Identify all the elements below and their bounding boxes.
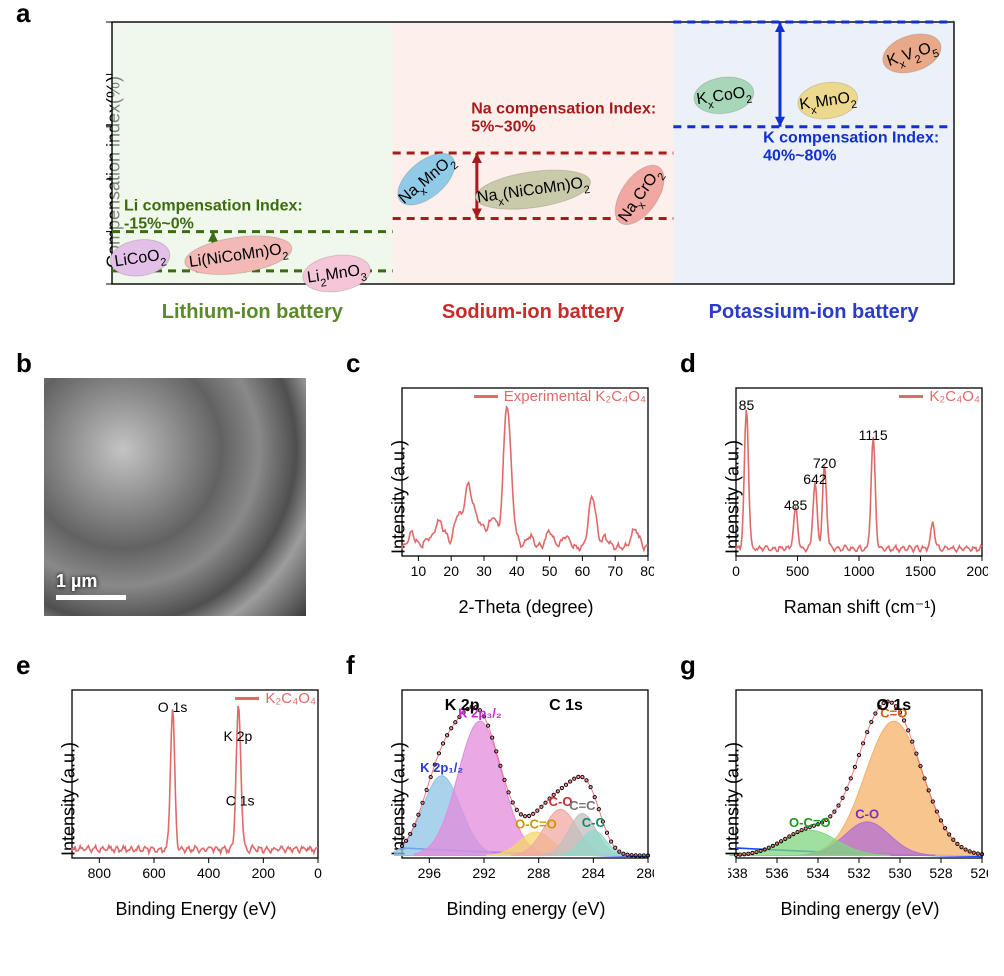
panel-e-xlabel: Binding Energy (eV): [115, 899, 276, 920]
panel-f: Intensity (a.u.) Binding energy (eV) 280…: [346, 680, 658, 918]
svg-text:C 1s: C 1s: [226, 792, 255, 808]
svg-text:Li compensation Index:: Li compensation Index:: [124, 198, 303, 215]
svg-text:532: 532: [847, 865, 871, 881]
svg-text:30: 30: [476, 563, 492, 579]
svg-text:40: 40: [509, 563, 525, 579]
panel-d-svg: 0 500 1000 1500 2000 85 485 642720 1115: [728, 382, 988, 590]
svg-text:O 1s: O 1s: [158, 699, 188, 715]
svg-text:528: 528: [929, 865, 953, 881]
svg-text:720: 720: [813, 455, 837, 471]
panel-a-svg: Lithium-ion battery Sodium-ion battery Pot…: [102, 12, 964, 332]
svg-text:C=C: C=C: [569, 798, 596, 813]
sem-image: 1 µm: [44, 378, 306, 616]
svg-text:292: 292: [472, 865, 496, 881]
svg-text:1500: 1500: [905, 563, 936, 579]
svg-text:K 2p: K 2p: [224, 728, 253, 744]
svg-text:1000: 1000: [843, 563, 874, 579]
svg-text:-15%~0%: -15%~0%: [124, 216, 194, 233]
panel-c: Intensity (a.u.) 2-Theta (degree) 102030…: [346, 378, 658, 616]
panel-e-label: e: [16, 650, 30, 681]
panel-e-legend: K₂C₄O₄: [235, 690, 316, 707]
panel-g: Intensity (a.u.) Binding energy (eV) 526…: [680, 680, 992, 918]
svg-text:538: 538: [728, 865, 748, 881]
svg-text:K 2p: K 2p: [445, 697, 480, 714]
svg-text:80: 80: [640, 563, 654, 579]
svg-text:296: 296: [418, 865, 442, 881]
svg-text:526: 526: [970, 865, 988, 881]
svg-text:600: 600: [142, 865, 166, 881]
panel-e-svg: 0 200 400 600 800 O 1s K 2p C 1s: [64, 684, 324, 892]
panel-e: Intensity (a.u.) Binding Energy (eV) 020…: [16, 680, 328, 918]
scalebar: [56, 595, 126, 600]
svg-text:85: 85: [739, 397, 755, 413]
svg-text:20: 20: [443, 563, 459, 579]
svg-text:2000: 2000: [966, 563, 988, 579]
svg-text:284: 284: [582, 865, 606, 881]
svg-text:642: 642: [803, 471, 827, 487]
svg-text:485: 485: [784, 497, 808, 513]
svg-text:200: 200: [252, 865, 276, 881]
panel-d-label: d: [680, 348, 696, 379]
svg-text:C 1s: C 1s: [549, 697, 583, 714]
panel-c-svg: 10 20 30 40 50 60 70 80: [394, 382, 654, 590]
svg-text:10: 10: [411, 563, 427, 579]
scalebar-text: 1 µm: [56, 571, 97, 592]
svg-text:1115: 1115: [859, 427, 888, 443]
svg-text:50: 50: [542, 563, 558, 579]
svg-text:530: 530: [888, 865, 912, 881]
panel-c-label: c: [346, 348, 360, 379]
svg-text:534: 534: [806, 865, 830, 881]
panel-c-xlabel: 2-Theta (degree): [458, 597, 593, 618]
svg-text:Lithium-ion battery: Lithium-ion battery: [162, 301, 344, 323]
svg-text:60: 60: [575, 563, 591, 579]
svg-text:K 2p₁/₂: K 2p₁/₂: [420, 760, 463, 775]
svg-text:O-C=O: O-C=O: [515, 816, 557, 831]
svg-text:500: 500: [786, 563, 810, 579]
panel-b-label: b: [16, 348, 32, 379]
panel-a: Compensation index(%) Lithium-ion batter…: [46, 12, 964, 332]
svg-text:400: 400: [197, 865, 221, 881]
panel-c-legend: Experimental K₂C₄O₄: [474, 388, 646, 405]
svg-text:C-O: C-O: [855, 806, 879, 821]
svg-text:0: 0: [732, 563, 740, 579]
svg-text:288: 288: [527, 865, 551, 881]
svg-text:Na compensation Index:: Na compensation Index:: [471, 101, 656, 118]
svg-text:800: 800: [88, 865, 112, 881]
panel-g-svg: 526528530532534536538C=OC-OO-C=OO 1s: [728, 684, 988, 892]
panel-d-legend: K₂C₄O₄: [899, 388, 980, 405]
svg-text:0: 0: [314, 865, 322, 881]
panel-a-label: a: [16, 0, 30, 29]
panel-f-xlabel: Binding energy (eV): [446, 899, 605, 920]
svg-text:536: 536: [765, 865, 789, 881]
svg-text:280: 280: [636, 865, 654, 881]
panel-d-xlabel: Raman shift (cm⁻¹): [784, 597, 937, 618]
panel-d: Intensity (a.u.) Raman shift (cm⁻¹) 0500…: [680, 378, 992, 616]
svg-text:O-C=O: O-C=O: [789, 815, 831, 830]
panel-f-label: f: [346, 650, 355, 681]
panel-g-xlabel: Binding energy (eV): [780, 899, 939, 920]
svg-text:40%~80%: 40%~80%: [763, 148, 836, 165]
svg-text:70: 70: [607, 563, 623, 579]
svg-text:O 1s: O 1s: [877, 697, 912, 714]
svg-text:C-C: C-C: [582, 815, 606, 830]
panel-g-label: g: [680, 650, 696, 681]
panel-f-svg: 280284288292296K 2p₁/₂K 2p₃/₂O-C=OC-OC=C…: [394, 684, 654, 892]
svg-text:Potassium-ion battery: Potassium-ion battery: [709, 301, 920, 323]
svg-text:Sodium-ion battery: Sodium-ion battery: [442, 301, 625, 323]
svg-text:5%~30%: 5%~30%: [471, 119, 535, 136]
svg-text:K compensation Index:: K compensation Index:: [763, 130, 939, 147]
